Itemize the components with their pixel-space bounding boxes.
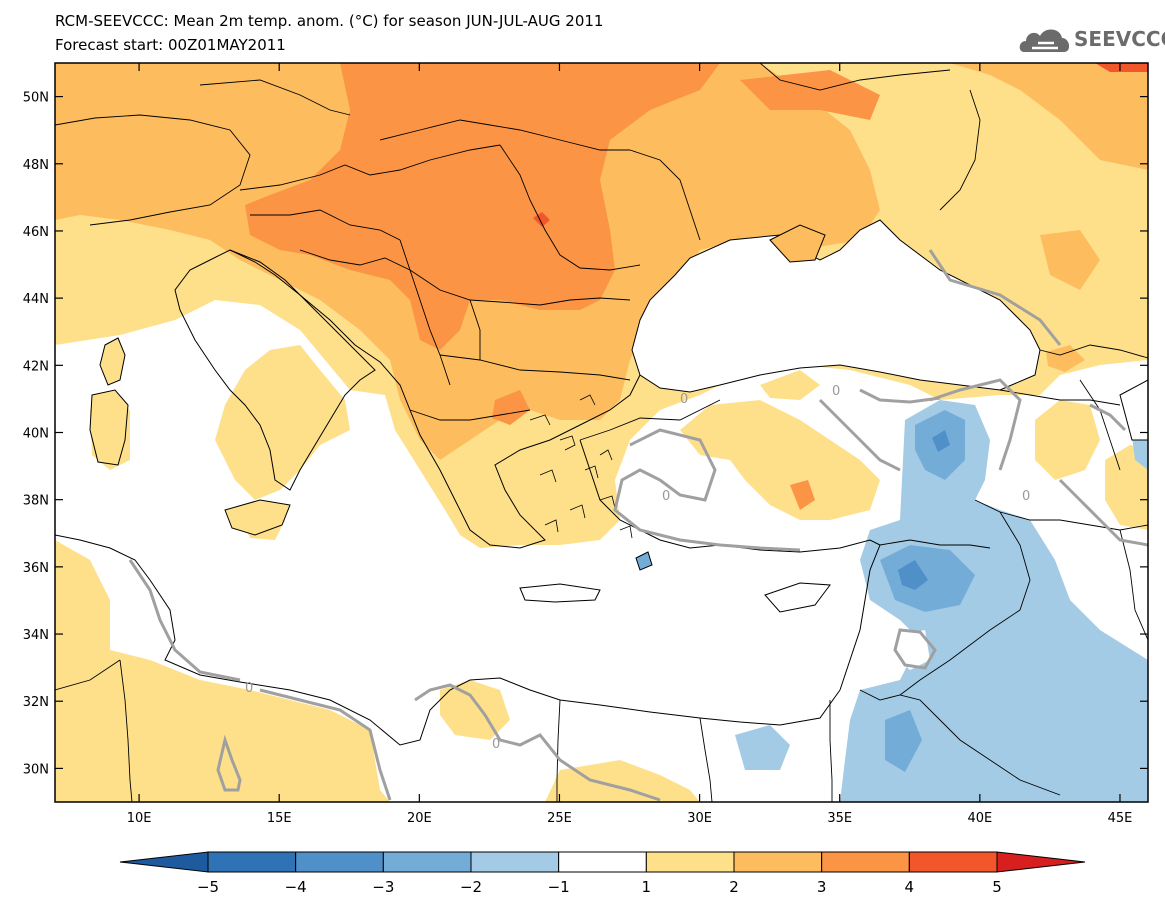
colorbar-box bbox=[908, 851, 998, 873]
rhodes-outline bbox=[635, 551, 653, 571]
country-borders bbox=[55, 63, 1148, 802]
anomaly-zone-neutral-hole bbox=[895, 630, 930, 670]
crete-outline bbox=[519, 583, 601, 603]
lat-tick-label: 48N bbox=[23, 158, 49, 173]
lat-tick-label: 46N bbox=[23, 225, 49, 240]
contour-label-0-turkey-west: 0 bbox=[662, 489, 670, 504]
colorbar-box bbox=[470, 851, 560, 873]
anomaly-zone-2-3-ukraine bbox=[950, 63, 1148, 170]
anomaly-zone-neg-1-2-egypt bbox=[735, 725, 790, 770]
lat-tick-label: 40N bbox=[23, 427, 49, 442]
cyprus-outline bbox=[764, 582, 831, 613]
aegean-islands bbox=[529, 394, 633, 539]
colorbar-label: 5 bbox=[992, 878, 1002, 896]
colorbar-label: −1 bbox=[548, 878, 570, 896]
anomaly-zone-turkey-central bbox=[680, 400, 880, 520]
contour-label-0-libya: 0 bbox=[492, 737, 500, 752]
lat-tick-label: 44N bbox=[23, 292, 49, 307]
lat-tick-label: 36N bbox=[23, 561, 49, 576]
lon-tick-label: 35E bbox=[827, 811, 852, 826]
anomaly-zone-italy bbox=[215, 345, 350, 500]
lon-tick-label: 45E bbox=[1108, 811, 1133, 826]
anomaly-zone-neg-3-4 bbox=[932, 430, 950, 452]
seevccc-logo: SEEVCCC bbox=[1018, 22, 1165, 56]
anomaly-zone-neg-1-2 bbox=[840, 400, 1148, 802]
contour-label-0-iraq: 0 bbox=[1022, 489, 1030, 504]
anomaly-zone-3-4-greece bbox=[492, 390, 530, 425]
colorbar-box bbox=[207, 851, 297, 873]
caspian-sea bbox=[1119, 379, 1148, 441]
colorbar-box bbox=[645, 851, 735, 873]
lat-tick-label: 42N bbox=[23, 359, 49, 374]
colorbar-arrow-low bbox=[119, 851, 209, 873]
colorbar-box bbox=[295, 851, 384, 873]
lat-tick-label: 34N bbox=[23, 628, 49, 643]
contour-label-0-aegean: 0 bbox=[680, 392, 688, 407]
lon-tick-label: 15E bbox=[267, 811, 292, 826]
corsica-outline bbox=[99, 337, 126, 386]
anomaly-zone-3-4-core bbox=[245, 63, 720, 350]
colorbar-arrow-high bbox=[996, 851, 1086, 873]
lon-tick-label: 30E bbox=[687, 811, 712, 826]
anomaly-zone-2-3-russia bbox=[1040, 230, 1100, 290]
contour-label-0-africa: 0 bbox=[245, 681, 253, 696]
colorbar-label: 3 bbox=[817, 878, 827, 896]
colorbar-label: 2 bbox=[729, 878, 739, 896]
cloud-icon bbox=[1019, 29, 1070, 52]
anomaly-zone-neg-3-4-syria bbox=[898, 560, 928, 590]
anomaly-zone-turkey-north bbox=[760, 370, 820, 400]
black-sea bbox=[631, 219, 1041, 393]
anomaly-zone-neg-2-3-arabia bbox=[885, 710, 922, 772]
map-content: 0 0 0 0 0 0 bbox=[55, 63, 1148, 802]
colorbar-box bbox=[382, 851, 472, 873]
lon-tick-label: 10E bbox=[127, 811, 152, 826]
anomaly-zone-north-africa bbox=[55, 540, 390, 802]
crimea bbox=[769, 224, 826, 263]
colorbar-label: −2 bbox=[460, 878, 482, 896]
forecast-start: Forecast start: 00Z01MAY2011 bbox=[55, 36, 286, 54]
sardinia-outline bbox=[89, 389, 129, 466]
colorbar-label: −3 bbox=[372, 878, 394, 896]
zero-contours bbox=[128, 249, 1148, 802]
anomaly-zone-4-5-romania bbox=[533, 212, 550, 227]
anomaly-zone-3-4-ukraine bbox=[740, 70, 880, 120]
lon-tick-label: 40E bbox=[967, 811, 992, 826]
sicily-outline bbox=[224, 499, 291, 536]
colorbar-label: −5 bbox=[197, 878, 219, 896]
anomaly-zone-2-3-syria bbox=[1046, 345, 1085, 372]
africa-coastline bbox=[55, 534, 841, 746]
contour-label-0-turkey-north: 0 bbox=[832, 384, 840, 399]
lon-tick-label: 25E bbox=[547, 811, 572, 826]
colorbar-box bbox=[733, 851, 823, 873]
lat-tick-label: 50N bbox=[23, 91, 49, 106]
map-axes: 50N 48N 46N 44N 42N 40N 38N 36N 34N 32N 30N 10E 15E 2… bbox=[23, 63, 1148, 826]
anomaly-zone-3-4-turkey bbox=[790, 480, 815, 510]
lat-tick-label: 38N bbox=[23, 494, 49, 509]
adriatic-coastline bbox=[229, 249, 641, 549]
lon-tick-label: 20E bbox=[407, 811, 432, 826]
anomaly-zone-4-5-north bbox=[1095, 63, 1148, 72]
colorbar-label: −4 bbox=[285, 878, 307, 896]
colorbar-label: 1 bbox=[642, 878, 652, 896]
colorbar-label: 4 bbox=[905, 878, 915, 896]
logo-text: SEEVCCC bbox=[1074, 27, 1165, 51]
italy-outline bbox=[174, 249, 376, 491]
colorbar-box bbox=[558, 851, 647, 873]
anomaly-zone-caucasus bbox=[1035, 400, 1100, 480]
lat-tick-label: 30N bbox=[23, 762, 49, 777]
anomaly-zone-neg-2-3-syria bbox=[880, 545, 975, 612]
anomaly-zone-egypt-west bbox=[545, 760, 700, 802]
anomaly-zone-caspian bbox=[1105, 445, 1148, 530]
map-title: RCM-SEEVCCC: Mean 2m temp. anom. (°C) fo… bbox=[55, 12, 604, 30]
colorbar: −5 −4 −3 −2 −1 1 2 3 4 5 bbox=[119, 851, 1086, 896]
colorbar-box bbox=[821, 851, 910, 873]
lat-tick-label: 32N bbox=[23, 695, 49, 710]
levant-coastline bbox=[579, 439, 881, 691]
